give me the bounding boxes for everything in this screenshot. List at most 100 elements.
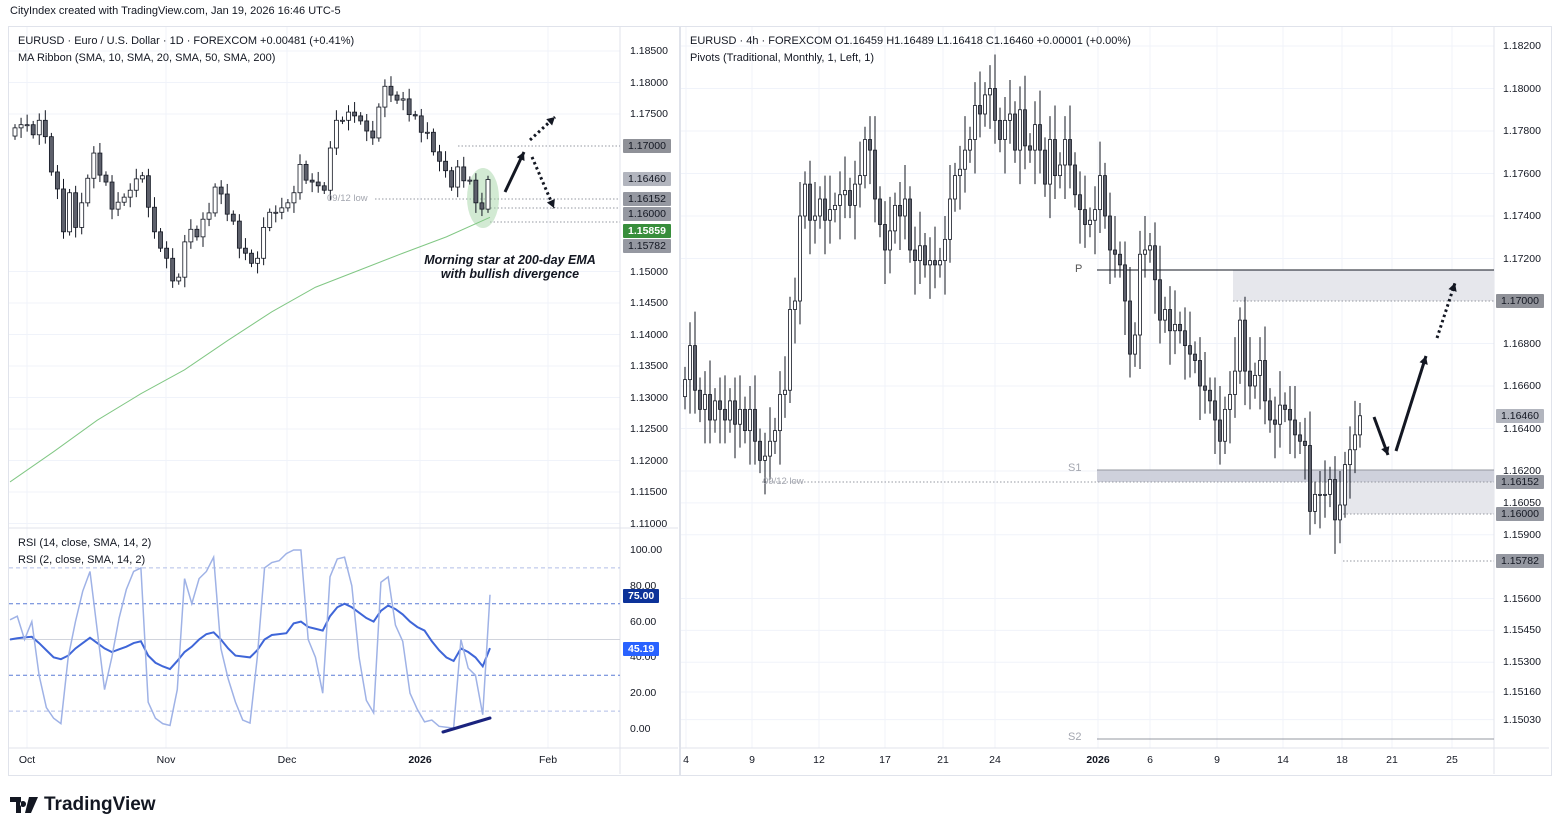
h4-candle-body [1043, 149, 1047, 185]
right-0912-low-label: 09/12 low [763, 476, 804, 487]
h4-candle-body [1178, 323, 1182, 332]
right-time-label: 9 [1214, 754, 1220, 766]
h4-candle-body [1238, 319, 1242, 372]
h4-candle-body [1353, 434, 1357, 451]
daily-candle-body [431, 131, 436, 153]
h4-candle-body [858, 175, 862, 185]
daily-candle-body [455, 166, 461, 188]
right-price-label: 1.17000 [1496, 294, 1544, 308]
right-indicator-legend[interactable]: Pivots (Traditional, Monthly, 1, Left, 1… [690, 52, 875, 64]
h4-candle-body [798, 215, 802, 302]
daily-candle-body [12, 127, 18, 137]
h4-candle-body [1333, 479, 1337, 521]
daily-candle-body [42, 119, 48, 138]
chart-attribution: CityIndex created with TradingView.com, … [10, 5, 341, 17]
h4-candle-body [1323, 493, 1327, 496]
left-price-label: 1.17000 [623, 139, 671, 153]
right-price-tick: 1.16600 [1503, 380, 1541, 392]
h4-candle-body [843, 190, 847, 196]
s1-support-zone [1097, 470, 1494, 482]
rsi-value-label: 75.00 [623, 589, 660, 603]
left-symbol-title[interactable]: EURUSD · Euro / U.S. Dollar · 1D · FOREX… [18, 35, 355, 47]
annotation-line-1: Morning star at 200-day EMA [424, 253, 596, 267]
right-price-label: 1.16460 [1496, 409, 1544, 423]
daily-candle-body [412, 114, 418, 117]
h4-candle-body [943, 238, 947, 262]
h4-candle-body [903, 198, 907, 217]
right-time-label: 14 [1277, 754, 1289, 766]
morning-star-highlight [467, 168, 499, 228]
h4-candle-body [823, 198, 827, 221]
h4-candle-body [1228, 394, 1232, 410]
h4-candle-body [1133, 334, 1137, 355]
h4-candle-body [913, 249, 917, 262]
h4-candle-body [1033, 124, 1037, 151]
h4-candle-body [1048, 139, 1052, 185]
h4-candle-body [1288, 408, 1292, 421]
daily-candle-body [18, 124, 24, 129]
h4-candle-body [978, 105, 982, 115]
h4-candle-body [713, 400, 717, 421]
bullish-divergence-line [441, 716, 492, 734]
daily-candle-body [303, 163, 309, 181]
h4-candle-body [918, 245, 922, 262]
daily-candle-body [206, 212, 212, 220]
rsi14-legend[interactable]: RSI (14, close, SMA, 14, 2) [18, 537, 152, 549]
h4-candle-body [1358, 415, 1362, 436]
h4-candle-body [1083, 209, 1087, 225]
daily-candle-body [340, 119, 345, 122]
tradingview-logo[interactable]: TradingView [10, 794, 156, 816]
daily-candle-body [461, 166, 467, 182]
h4-candle-body [1318, 493, 1322, 496]
right-time-label: 18 [1336, 754, 1348, 766]
h4-candle-body [958, 168, 962, 177]
right-price-tick: 1.17800 [1503, 125, 1541, 137]
h4-candle-body [1183, 330, 1187, 347]
h4-candle-body [968, 139, 972, 151]
right-price-label: 1.16000 [1496, 507, 1544, 521]
pivot-s2-label: S2 [1068, 731, 1082, 743]
daily-candle-body [194, 228, 200, 238]
right-price-tick: 1.16050 [1503, 496, 1541, 509]
left-indicator-legend[interactable]: MA Ribbon (SMA, 10, SMA, 20, SMA, 50, SM… [18, 52, 276, 64]
daily-candle-body [467, 179, 473, 182]
h4-candle-body [1138, 253, 1142, 336]
h4-candle-body [1063, 139, 1067, 166]
daily-candle-body [449, 170, 455, 188]
h4-candle-body [1108, 215, 1112, 251]
left-price-tick: 1.12500 [630, 423, 668, 435]
right-time-label: 2026 [1086, 754, 1110, 766]
daily-candle-body [152, 206, 157, 233]
rsi2-legend[interactable]: RSI (2, close, SMA, 14, 2) [18, 554, 146, 566]
daily-candle-body [67, 192, 72, 233]
daily-candle-body [364, 120, 370, 132]
h4-candle-body [933, 260, 937, 266]
left-chart-panel[interactable] [8, 26, 680, 776]
h4-candle-body [893, 204, 897, 232]
h4-candle-body [793, 300, 797, 310]
pivot-s1-label: S1 [1068, 462, 1082, 474]
h4-candle-body [988, 88, 992, 96]
h4-candle-body [688, 345, 692, 381]
h4-candle-body [1303, 440, 1307, 446]
h4-candle-body [1213, 400, 1217, 421]
daily-candle-body [479, 202, 485, 210]
rsi-tick: 60.00 [630, 615, 657, 628]
right-price-tick: 1.18000 [1503, 82, 1541, 95]
h4-candle-body [1123, 264, 1127, 302]
daily-candle-body [146, 175, 151, 208]
right-price-label: 1.16152 [1496, 475, 1544, 489]
h4-candle-body [1013, 113, 1017, 151]
h4-candle-body [1253, 374, 1257, 387]
left-time-label: Nov [156, 754, 176, 766]
h4-candle-body [1058, 164, 1062, 177]
h4-candle-body [1293, 419, 1297, 436]
right-chart-panel[interactable] [680, 26, 1552, 776]
h4-candle-body [1308, 445, 1312, 512]
h4-candle-body [1113, 249, 1117, 255]
right-symbol-title[interactable]: EURUSD · 4h · FOREXCOM O1.16459 H1.16489… [690, 35, 1131, 47]
daily-candle-body [485, 179, 491, 210]
h4-candle-body [758, 440, 762, 461]
left-price-tick: 1.15000 [630, 265, 668, 278]
h4-candle-body [818, 198, 822, 217]
